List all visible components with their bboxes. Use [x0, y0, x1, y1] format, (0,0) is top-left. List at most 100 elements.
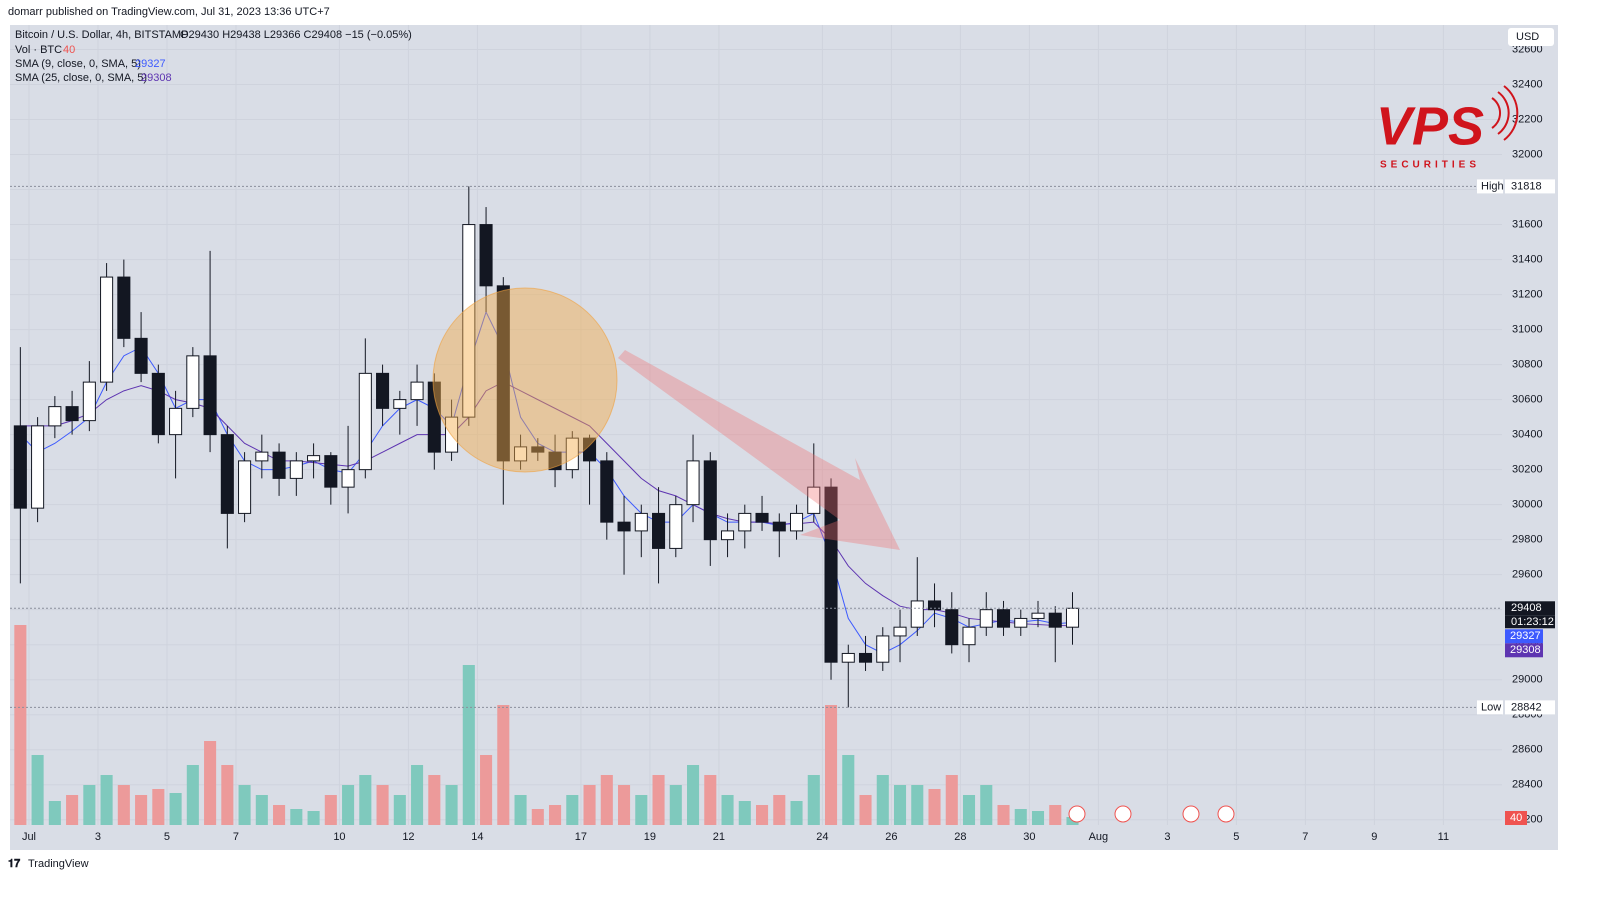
volume-bar [428, 775, 441, 825]
y-tick-label: 29000 [1512, 674, 1543, 686]
volume-bar [756, 805, 769, 825]
volume-box [1505, 811, 1527, 825]
trend-arrow [618, 350, 900, 550]
x-tick-label: 30 [1023, 831, 1035, 843]
volume-bar [807, 775, 820, 825]
candle-body [186, 355, 200, 409]
candle-body [910, 600, 924, 628]
volume-bar [135, 795, 148, 825]
publisher-header: domarr published on TradingView.com, Jul… [8, 6, 330, 18]
candle-body [996, 609, 1011, 628]
volume-bar [652, 775, 665, 825]
low-box [1505, 700, 1555, 715]
candle-body [738, 512, 752, 532]
y-tick-label: 31400 [1512, 253, 1543, 265]
volume-bar [618, 785, 631, 825]
volume-bar [204, 741, 217, 825]
volume-bar [704, 775, 717, 825]
candle-body [134, 337, 148, 374]
x-tick-label: Aug [1089, 831, 1109, 843]
candle-body [617, 521, 631, 532]
candle-body [358, 372, 372, 471]
x-tick-label: 5 [1233, 831, 1239, 843]
volume-bar [186, 765, 199, 825]
highlight-circle [432, 287, 618, 473]
volume-bar [980, 785, 993, 825]
volume-bar [376, 785, 389, 825]
candle-body [462, 224, 476, 418]
sma-value: 29327 [1510, 630, 1541, 642]
volume-bar [962, 795, 976, 825]
volume-bar [48, 801, 61, 825]
candle-body [100, 276, 114, 383]
volume-bar [531, 809, 544, 825]
candle-body [324, 455, 338, 488]
volume-bar [721, 795, 734, 825]
volume-bar [14, 625, 27, 825]
volume-bar [945, 775, 958, 825]
candle-body [686, 460, 700, 506]
volume-bar [83, 785, 96, 825]
volume-bar [997, 805, 1010, 825]
candle-body [927, 600, 942, 611]
candle-body [962, 626, 976, 646]
y-tick-label: 32600 [1512, 43, 1543, 55]
candle-body [82, 381, 96, 422]
event-icon [1068, 805, 1086, 823]
logo-name: VPS [1376, 96, 1484, 156]
candle-body [514, 446, 528, 462]
volume-bar [31, 755, 44, 825]
x-tick-label: 7 [233, 831, 239, 843]
volume-bar [790, 801, 803, 825]
volume-bar [117, 785, 130, 825]
x-tick-label: 9 [1371, 831, 1377, 843]
volume-bar [497, 705, 510, 825]
last-price-box [1505, 601, 1555, 616]
volume-bar [480, 755, 493, 825]
volume-bar [911, 785, 924, 825]
ohlc: O29430 H29438 L29366 C29408 −15 (−0.05%) [180, 29, 412, 41]
volume-bar [238, 785, 251, 825]
volume-bar [583, 785, 596, 825]
volume-bar [566, 795, 579, 825]
volume-value: 40 [1510, 812, 1522, 824]
x-tick-label: 3 [95, 831, 101, 843]
candle-body [531, 446, 545, 453]
candle-body [220, 434, 234, 514]
candle-body [565, 437, 579, 471]
y-tick-label: 30600 [1512, 394, 1543, 406]
candle-body [31, 425, 45, 509]
candle-body [721, 530, 735, 541]
footer: TradingView [28, 858, 89, 870]
candle-body [755, 512, 769, 523]
chart-background [10, 25, 1558, 850]
candle-body [824, 486, 838, 663]
candle-body [13, 425, 27, 509]
sma-value: 29308 [1510, 644, 1541, 656]
high-name: High [1481, 180, 1504, 192]
volume-bar [876, 775, 889, 825]
volume-bar [635, 795, 648, 825]
event-icon [1217, 805, 1235, 823]
volume-bar [290, 809, 303, 825]
plot: 2820028400286002880029000292002940029600… [10, 25, 1543, 843]
currency: USD [1516, 31, 1539, 43]
y-tick-label: 28600 [1512, 744, 1543, 756]
x-tick-label: 5 [164, 831, 170, 843]
high-value: 31818 [1511, 180, 1542, 192]
volume-bar [445, 785, 458, 825]
volume-bar [824, 705, 838, 825]
volume-bar [66, 795, 79, 825]
y-tick-label: 32400 [1512, 78, 1543, 90]
x-tick-label: 21 [713, 831, 725, 843]
y-tick-label: 32000 [1512, 148, 1543, 160]
volume-bar [600, 775, 613, 825]
y-tick-label: 30000 [1512, 499, 1543, 511]
x-tick-label: 11 [1438, 831, 1449, 843]
volume-bar [393, 795, 406, 825]
volume-bar [411, 765, 424, 825]
x-tick-label: 19 [644, 831, 656, 843]
logo-waves [1491, 85, 1519, 141]
low-value: 28842 [1511, 701, 1542, 713]
